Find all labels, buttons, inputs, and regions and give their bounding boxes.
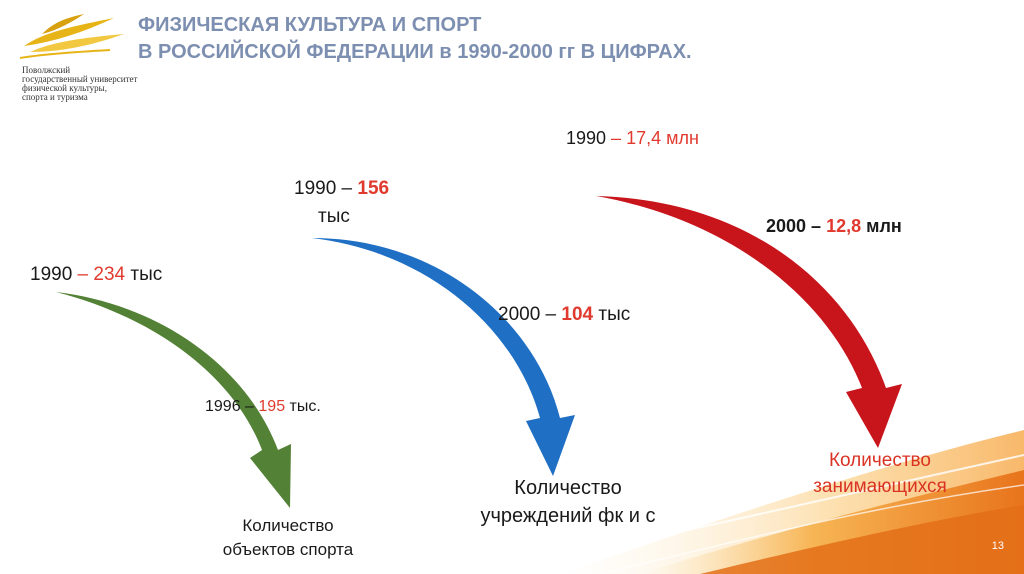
blue-start-year: 1990: [294, 178, 337, 199]
red-arrow: [596, 196, 902, 448]
blue-mid-dash: –: [540, 304, 562, 325]
blue-mid-year: 2000: [498, 304, 541, 325]
green-mid-dash: –: [240, 398, 259, 415]
blue-start-value: 156: [357, 178, 390, 199]
green-start-value: 234: [93, 264, 126, 285]
blue-start-label: 1990 – 156 тыс: [294, 175, 389, 231]
red-arrow-dot: [763, 273, 771, 281]
university-name: Поволжский государственный университет ф…: [22, 65, 138, 102]
green-arrow: [56, 292, 291, 508]
blue-arrow: [312, 238, 575, 476]
red-category: Количество занимающихся: [790, 448, 970, 500]
blue-category-line1: Количество: [514, 477, 622, 499]
green-start-dash: –: [72, 264, 94, 285]
green-mid-unit: тыс.: [289, 398, 321, 415]
slide-title-line2: В РОССИЙСКОЙ ФЕДЕРАЦИИ в 1990-2000 гг В …: [138, 41, 692, 63]
blue-start-dash: –: [336, 178, 358, 199]
blue-category: Количество учреждений фк и с: [458, 474, 678, 530]
green-start-year: 1990: [30, 264, 73, 285]
page-number: 13: [991, 540, 1004, 552]
slide-title-line1: ФИЗИЧЕСКАЯ КУЛЬТУРА И СПОРТ: [138, 14, 482, 36]
green-mid-year: 1996: [205, 398, 241, 415]
green-category-line2: объектов спорта: [222, 540, 354, 559]
red-start-year: 1990: [566, 128, 607, 148]
blue-mid-unit: тыс: [598, 304, 631, 325]
red-category-line2: занимающихся: [813, 476, 947, 497]
green-category-line1: Количество: [242, 516, 334, 535]
red-mid-dash: –: [806, 216, 827, 236]
green-start-unit: тыс: [130, 264, 163, 285]
blue-arrow-dot: [458, 313, 466, 321]
green-mid-label: 1996 – 195 тыс.: [205, 398, 321, 416]
red-start-value: 17,4: [626, 128, 662, 148]
green-arrow-dot: [186, 365, 194, 373]
blue-category-line2: учреждений фк и с: [480, 505, 656, 527]
red-mid-unit: млн: [866, 216, 902, 236]
green-start-label: 1990 – 234 тыс: [30, 264, 162, 286]
red-start-dash: –: [606, 128, 627, 148]
green-mid-value: 195: [258, 398, 286, 415]
red-mid-year: 2000: [766, 216, 807, 236]
red-start-unit: млн: [666, 128, 699, 148]
blue-mid-value: 104: [561, 304, 594, 325]
red-start-label: 1990 – 17,4 млн: [566, 128, 699, 149]
university-logo: [19, 14, 124, 59]
blue-mid-label: 2000 – 104 тыс: [498, 304, 630, 326]
red-mid-value: 12,8: [826, 216, 862, 236]
red-category-line1: Количество: [828, 450, 932, 471]
green-category: Количество объектов спорта: [200, 514, 376, 562]
red-mid-label: 2000 – 12,8 млн: [766, 216, 902, 237]
slide-title: ФИЗИЧЕСКАЯ КУЛЬТУРА И СПОРТ В РОССИЙСКОЙ…: [138, 12, 692, 66]
blue-start-unit: тыс: [318, 206, 350, 227]
